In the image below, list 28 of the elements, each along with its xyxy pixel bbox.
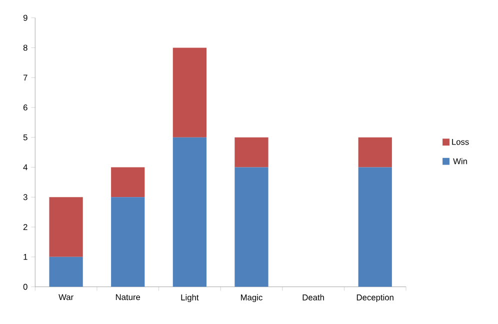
y-tick-label: 9	[23, 14, 28, 21]
bar	[234, 167, 268, 287]
bar	[111, 196, 145, 287]
x-tick-label: Light	[181, 294, 199, 302]
y-tick-label: 6	[23, 104, 28, 110]
y-tick-label: 2	[23, 224, 28, 230]
x-tick-label: Magic	[241, 294, 262, 302]
legend-label: Win	[453, 158, 467, 164]
bar	[111, 167, 145, 197]
bar	[172, 137, 206, 287]
y-tick-label: 4	[23, 164, 28, 170]
bar	[49, 256, 83, 287]
x-tick-label: Deception	[356, 294, 394, 302]
x-tick-label: Death	[302, 294, 324, 300]
bar	[358, 167, 392, 287]
y-tick-label: 8	[23, 44, 28, 50]
x-tick-label: Nature	[116, 294, 140, 300]
bar	[49, 196, 83, 257]
y-tick-label: 5	[23, 134, 28, 140]
y-tick-label: 7	[23, 74, 28, 80]
y-tick-label: 3	[23, 194, 28, 200]
bar	[234, 137, 268, 168]
bar	[172, 48, 206, 138]
bar	[358, 137, 392, 168]
y-tick-label: 1	[24, 254, 28, 260]
y-tick-label: 0	[23, 284, 28, 290]
x-tick-label: War	[58, 294, 74, 300]
legend-label: Loss	[452, 138, 469, 145]
